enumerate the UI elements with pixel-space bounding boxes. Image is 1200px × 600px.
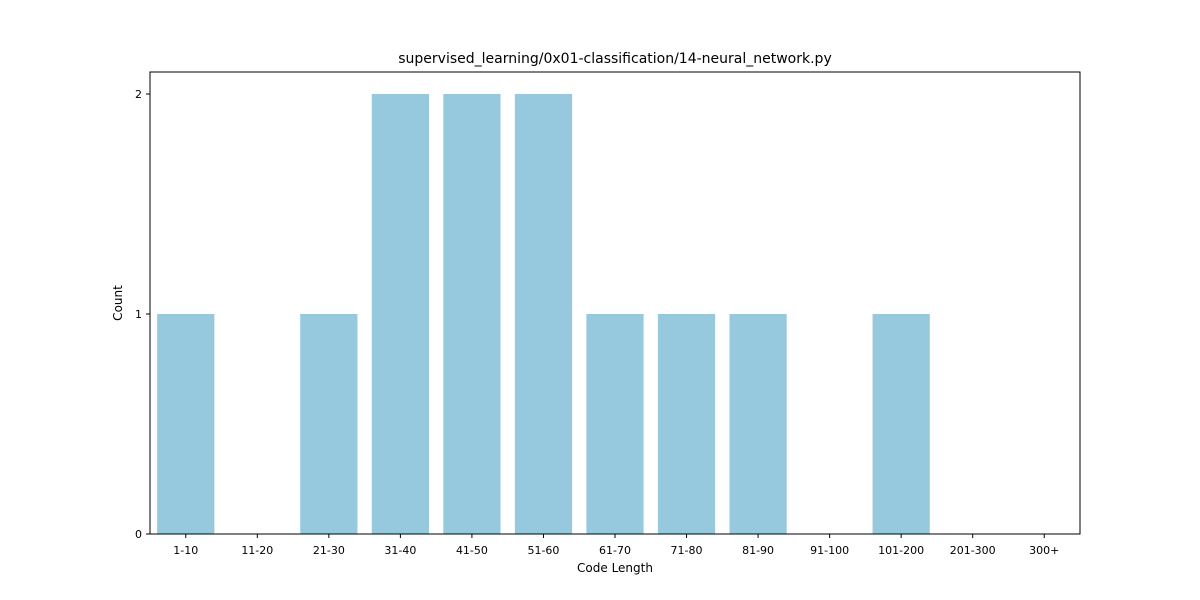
y-tick-label: 2 xyxy=(135,88,142,101)
bar-21-30 xyxy=(300,314,358,534)
chart-title: supervised_learning/0x01-classification/… xyxy=(398,51,831,67)
x-tick-label: 1-10 xyxy=(173,544,198,557)
x-axis-label: Code Length xyxy=(577,561,653,575)
bar-1-10 xyxy=(157,314,215,534)
x-tick-label: 11-20 xyxy=(241,544,273,557)
bar-81-90 xyxy=(729,314,787,534)
bar-41-50 xyxy=(443,94,501,534)
x-tick-label: 21-30 xyxy=(313,544,345,557)
y-tick-label: 0 xyxy=(135,528,142,541)
bar-101-200 xyxy=(872,314,930,534)
bars-group xyxy=(157,94,930,534)
bar-51-60 xyxy=(514,94,573,534)
x-tick-label: 91-100 xyxy=(810,544,849,557)
bar-31-40 xyxy=(371,94,429,534)
x-tick-label: 81-90 xyxy=(742,544,774,557)
x-tick-label: 201-300 xyxy=(950,544,996,557)
plot-area-frame xyxy=(149,71,1081,535)
x-tick-label: 300+ xyxy=(1029,544,1059,557)
x-tick-label: 71-80 xyxy=(671,544,703,557)
x-tick-label: 61-70 xyxy=(599,544,631,557)
x-tick-label: 41-50 xyxy=(456,544,488,557)
bar-71-80 xyxy=(657,314,716,534)
x-axis-ticks: 1-10 11-20 21-30 31-40 41-50 51-60 61-70 71-80 8… xyxy=(173,534,1059,557)
y-tick-label: 1 xyxy=(135,308,142,321)
x-tick-label: 31-40 xyxy=(384,544,416,557)
y-axis-ticks: 0 1 2 xyxy=(135,88,150,541)
bar-61-70 xyxy=(586,314,644,534)
x-tick-label: 51-60 xyxy=(527,544,559,557)
y-axis-label: Count xyxy=(111,285,125,321)
x-tick-label: 101-200 xyxy=(878,544,924,557)
